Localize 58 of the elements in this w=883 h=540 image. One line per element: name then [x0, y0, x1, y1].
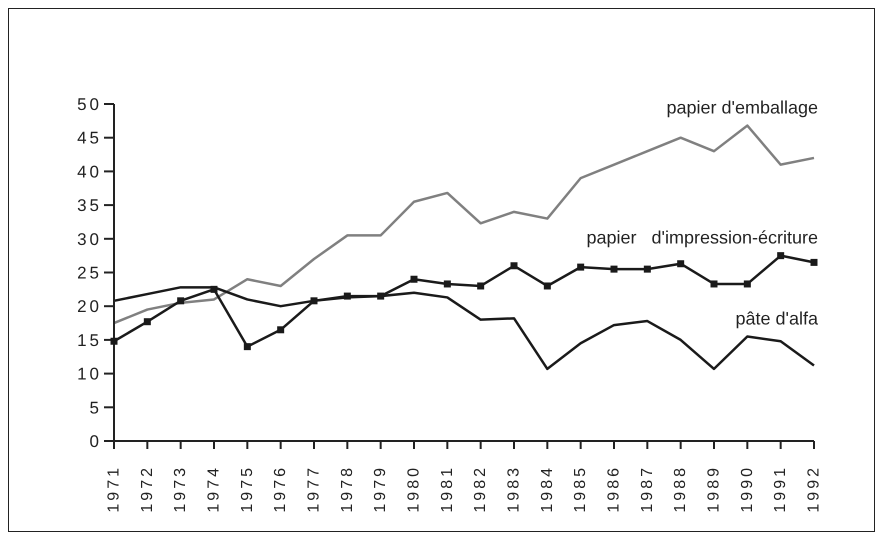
point: [810, 258, 818, 266]
y-tick-label: 0: [90, 432, 102, 452]
point: [610, 266, 618, 273]
x-tick-label: 1972: [138, 465, 156, 513]
x-tick-label: 1977: [306, 465, 322, 513]
point: [310, 297, 318, 304]
point: [477, 282, 484, 290]
point: [710, 280, 718, 288]
x-tick-label: 1991: [772, 465, 790, 513]
x-tick-label: 1990: [738, 465, 756, 513]
point: [344, 292, 351, 300]
point: [177, 297, 184, 304]
x-tick-label: 1979: [372, 465, 390, 513]
y-tick-label: 5: [90, 398, 102, 418]
point: [644, 266, 651, 273]
point: [377, 292, 384, 300]
point: [577, 264, 584, 271]
series-label: pâte d'alfa: [735, 308, 819, 329]
point: [444, 280, 451, 288]
y-tick-label: 40: [77, 162, 102, 182]
x-tick-label: 1985: [572, 465, 590, 513]
x-tick-label: 1974: [206, 465, 222, 513]
y-tick-label: 20: [77, 297, 102, 316]
point: [144, 318, 151, 326]
point: [410, 276, 418, 283]
x-tick-label: 1981: [438, 465, 456, 513]
x-tick-label: 1992: [806, 465, 822, 513]
y-tick-label: 15: [77, 330, 102, 350]
point: [510, 262, 518, 270]
x-tick-label: 1971: [106, 465, 122, 513]
point: [277, 326, 284, 334]
y-tick-label: 10: [77, 364, 102, 384]
y-tick-label: 50: [77, 95, 102, 114]
x-tick-label: 1976: [272, 465, 290, 513]
y-tick-label: 30: [77, 230, 102, 249]
point: [210, 286, 218, 293]
x-tick-label: 1989: [706, 465, 722, 513]
series-label: papier d'emballage: [666, 98, 818, 118]
x-tick-label: 1973: [172, 465, 190, 513]
x-tick-label: 1986: [606, 465, 622, 513]
point: [244, 343, 251, 350]
y-tick-label: 35: [77, 196, 102, 216]
point: [110, 338, 118, 345]
x-tick-label: 1978: [338, 465, 356, 513]
point: [544, 282, 551, 290]
x-tick-label: 1975: [238, 465, 256, 513]
x-tick-label: 1984: [538, 465, 556, 513]
x-tick-label: 1980: [406, 465, 422, 513]
point: [744, 280, 751, 288]
point: [677, 260, 684, 268]
point: [777, 252, 784, 260]
x-tick-label: 1987: [638, 465, 656, 513]
y-tick-label: 45: [77, 128, 102, 148]
x-tick-label: 1982: [472, 465, 490, 513]
y-tick-label: 25: [77, 264, 102, 283]
x-tick-label: 1983: [506, 465, 522, 513]
x-tick-label: 1988: [672, 465, 690, 513]
series-label: papier d'impression-écriture: [586, 228, 818, 248]
